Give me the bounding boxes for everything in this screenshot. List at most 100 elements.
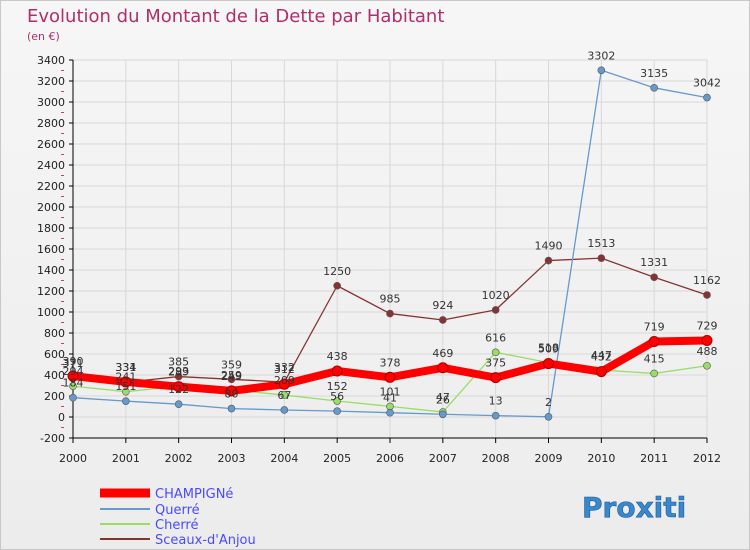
chart-title: Evolution du Montant de la Dette par Hab… xyxy=(27,6,444,27)
x-tick-label: 2010 xyxy=(587,452,615,465)
y-tick-label: 800 xyxy=(44,327,65,340)
data-point xyxy=(280,406,289,414)
data-point xyxy=(650,369,658,378)
data-label: 438 xyxy=(327,350,348,363)
data-labels: 390 334 289 249 312 438 378 469 375 509 432 719 729 1… xyxy=(63,49,722,409)
data-label: 432 xyxy=(591,351,612,364)
x-tick-label: 2012 xyxy=(693,452,721,465)
x-tick-label: 2005 xyxy=(323,452,351,465)
data-point xyxy=(278,378,290,390)
data-point xyxy=(703,291,711,299)
data-point xyxy=(227,404,236,413)
data-label: 385 xyxy=(168,356,189,369)
data-label: 334 xyxy=(115,361,136,374)
data-label: 1490 xyxy=(535,240,563,253)
data-label: 332 xyxy=(274,361,295,374)
data-point xyxy=(174,372,183,381)
series-group xyxy=(67,66,713,421)
data-label: 359 xyxy=(221,358,242,371)
legend-label: CHAMPIGNé xyxy=(155,487,233,502)
x-tick-label: 2006 xyxy=(376,452,404,465)
y-tick-label: 3200 xyxy=(37,75,65,88)
data-label: 41 xyxy=(383,392,397,405)
data-point xyxy=(280,391,289,399)
data-label: 47 xyxy=(436,391,450,404)
y-tick-label: 200 xyxy=(44,390,65,403)
x-tick-label: 2001 xyxy=(112,452,140,465)
y-tick-label: 1200 xyxy=(37,285,65,298)
data-point xyxy=(597,66,606,75)
x-tick-label: 2004 xyxy=(270,452,298,465)
proxiti-logo: Proxiti xyxy=(582,491,687,525)
data-label: 1513 xyxy=(587,237,615,250)
data-label: 13 xyxy=(489,395,503,408)
data-label: 719 xyxy=(644,321,665,334)
y-tick-label: 2600 xyxy=(37,138,65,151)
data-label: 488 xyxy=(697,345,718,358)
data-point xyxy=(439,410,447,419)
data-label: 312 xyxy=(274,363,295,376)
data-label: 184 xyxy=(63,377,84,390)
data-point xyxy=(174,400,183,408)
data-point xyxy=(69,382,77,390)
y-tick-label: 3000 xyxy=(37,96,65,109)
data-label: 249 xyxy=(221,370,242,383)
data-label: 1331 xyxy=(640,256,668,269)
data-point xyxy=(648,336,660,348)
data-label: 1020 xyxy=(482,289,510,302)
logo-text: Proxiti xyxy=(582,491,686,524)
data-label: 152 xyxy=(327,380,348,393)
data-point xyxy=(701,334,713,346)
data-label: 3302 xyxy=(587,49,615,62)
data-point xyxy=(333,397,341,405)
data-label: 67 xyxy=(277,389,291,402)
data-point xyxy=(386,408,394,417)
y-tick-label: 400 xyxy=(44,369,65,382)
data-label: 2 xyxy=(545,396,552,409)
data-label: 26 xyxy=(436,393,450,406)
data-point xyxy=(333,407,341,415)
data-point xyxy=(491,411,500,420)
data-label: 294 xyxy=(63,365,84,378)
x-tick-label: 2002 xyxy=(165,452,193,465)
data-label: 80 xyxy=(225,388,239,401)
data-label: 729 xyxy=(697,319,718,332)
data-label: 101 xyxy=(380,385,401,398)
data-label: 1250 xyxy=(323,265,351,278)
data-label: 56 xyxy=(330,390,344,403)
y-tick-label: 1000 xyxy=(37,306,65,319)
y-tick-label: 2000 xyxy=(37,201,65,214)
data-label: 390 xyxy=(63,355,84,368)
x-tick-label: 2007 xyxy=(429,452,457,465)
data-point xyxy=(650,273,658,282)
data-label: 1162 xyxy=(693,274,721,287)
data-point xyxy=(122,387,130,396)
data-label: 509 xyxy=(538,343,559,356)
y-tick-label: 3400 xyxy=(37,54,65,67)
y-tick-label: -200 xyxy=(40,432,65,445)
data-point xyxy=(595,366,607,378)
y-tick-label: 1400 xyxy=(37,264,65,277)
data-point xyxy=(173,381,185,393)
x-tick-label: 2008 xyxy=(482,452,510,465)
data-point xyxy=(544,256,553,265)
data-point xyxy=(703,361,711,370)
data-point xyxy=(439,316,447,324)
data-label: 259 xyxy=(221,369,242,382)
data-label: 375 xyxy=(485,357,506,370)
data-point xyxy=(437,362,449,374)
data-label: 415 xyxy=(644,352,665,365)
data-point xyxy=(597,254,606,262)
data-point xyxy=(226,385,237,397)
data-point xyxy=(384,371,396,383)
data-point xyxy=(543,358,554,370)
x-tick-label: 2003 xyxy=(218,452,246,465)
data-label: 209 xyxy=(274,374,295,387)
x-tick-label: 2011 xyxy=(640,452,668,465)
data-point xyxy=(490,372,502,384)
data-point xyxy=(491,348,500,357)
data-point xyxy=(333,281,341,290)
data-label: 378 xyxy=(380,356,401,369)
